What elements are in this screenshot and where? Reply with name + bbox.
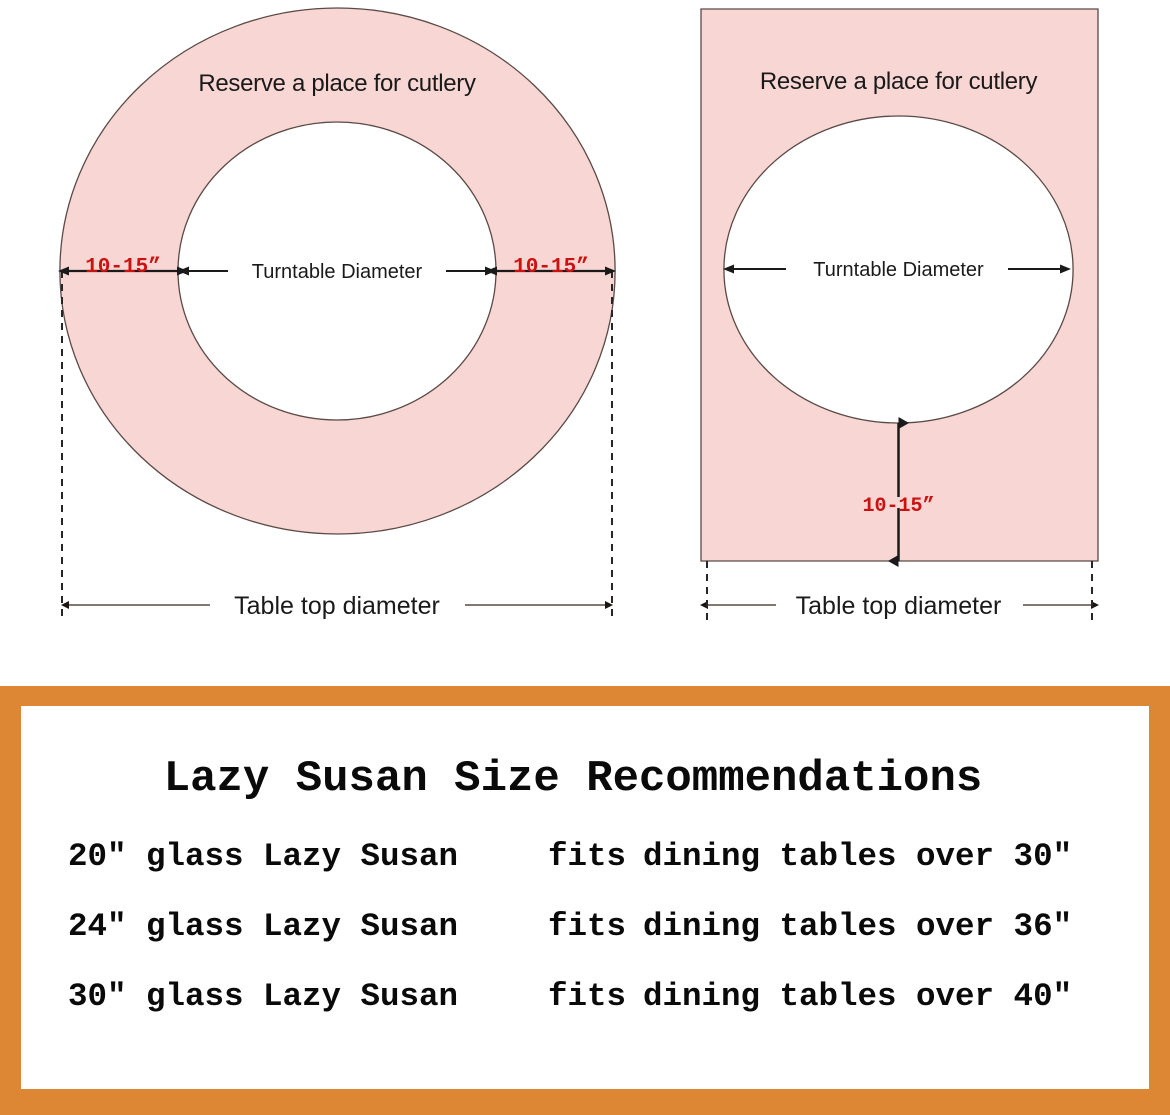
svg-text:30" glass Lazy Susan: 30" glass Lazy Susan (68, 978, 458, 1015)
svg-text:10-15”: 10-15” (862, 495, 934, 518)
svg-text:dining tables over 40": dining tables over 40" (643, 978, 1072, 1015)
svg-text:fits: fits (548, 908, 626, 945)
svg-text:Turntable Diameter: Turntable Diameter (252, 261, 423, 283)
svg-text:dining tables over 36": dining tables over 36" (643, 908, 1072, 945)
svg-text:Turntable Diameter: Turntable Diameter (813, 259, 984, 281)
svg-text:fits: fits (548, 978, 626, 1015)
svg-text:Lazy Susan Size Recommendation: Lazy Susan Size Recommendations (164, 754, 983, 804)
svg-text:fits: fits (548, 838, 626, 875)
svg-text:Table top diameter: Table top diameter (234, 592, 440, 620)
svg-text:Reserve a place for cutlery: Reserve a place for cutlery (198, 70, 476, 97)
svg-text:dining tables over 30": dining tables over 30" (643, 838, 1072, 875)
svg-text:Reserve a place for cutlery: Reserve a place for cutlery (760, 68, 1038, 95)
svg-text:20" glass Lazy Susan: 20" glass Lazy Susan (68, 838, 458, 875)
svg-text:Table top diameter: Table top diameter (796, 592, 1002, 620)
svg-text:10-15”: 10-15” (85, 256, 161, 279)
svg-text:10-15”: 10-15” (513, 256, 589, 279)
svg-text:24" glass Lazy Susan: 24" glass Lazy Susan (68, 908, 458, 945)
